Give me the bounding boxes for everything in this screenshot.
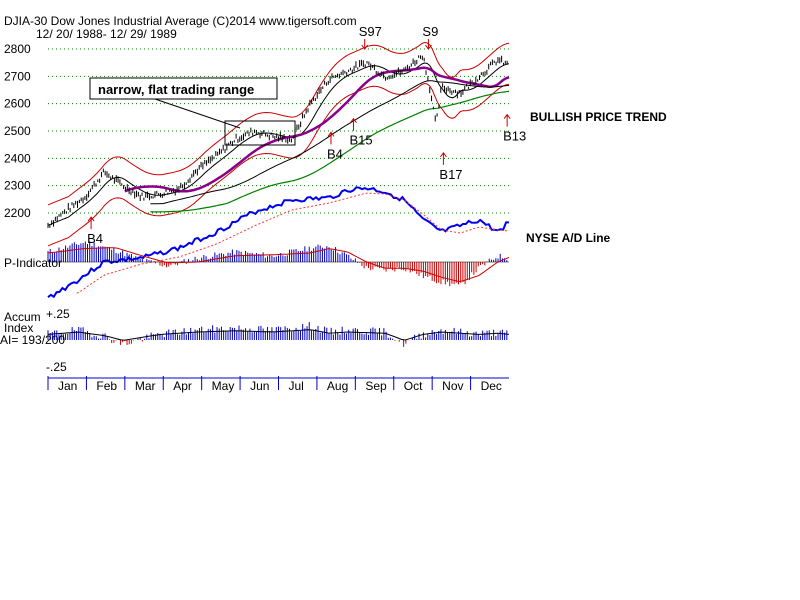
buy-arrow [350, 117, 357, 131]
accum-bottom-label: -.25 [46, 360, 67, 374]
price-curves [47, 41, 510, 247]
buy-signal-label: B4 [87, 231, 103, 246]
accum-top-label: +.25 [46, 307, 70, 321]
p-indicator-label: P-Indicator [4, 256, 62, 270]
buy-signal-label: B17 [439, 167, 462, 182]
y-tick-label: 2300 [4, 179, 31, 193]
buy-arrow [87, 216, 95, 230]
x-tick-label: Jan [58, 379, 77, 393]
gridlines [48, 48, 509, 214]
ai-label: AI= 193/200 [0, 333, 65, 347]
accum-ma [47, 329, 510, 341]
trend-label: BULLISH PRICE TREND [530, 110, 667, 124]
accum-index-panel [47, 322, 510, 347]
sell-arrow [361, 39, 369, 50]
y-tick-label: 2700 [4, 69, 31, 83]
y-tick-label: 2400 [4, 151, 31, 165]
range-box [89, 77, 278, 100]
price-bars [47, 55, 508, 228]
x-tick-label: Apr [173, 379, 192, 393]
x-tick-label: Dec [481, 379, 502, 393]
sell-signal-label: S97 [359, 24, 382, 39]
x-tick-label: Aug [327, 379, 348, 393]
y-tick-label: 2800 [4, 42, 31, 56]
ma-green [150, 90, 510, 213]
chart-title: DJIA-30 Dow Jones Industrial Average (C)… [4, 14, 357, 28]
range-pointer [154, 98, 241, 129]
range-region [224, 120, 296, 146]
buy-signal-label: B13 [503, 129, 526, 144]
ma-purple [124, 66, 510, 193]
buy-arrow [327, 131, 335, 145]
date-range: 12/ 20/ 1988- 12/ 29/ 1989 [36, 27, 177, 41]
x-tick-label: May [212, 379, 235, 393]
range-box-label: narrow, flat trading range [98, 82, 254, 97]
y-tick-label: 2500 [4, 124, 31, 138]
buy-signal-label: B4 [327, 146, 343, 161]
lower-band [47, 82, 510, 247]
ad-line [47, 186, 509, 299]
buy-arrow [440, 152, 447, 165]
x-tick-label: Sep [365, 379, 387, 393]
x-tick-label: Jun [250, 379, 269, 393]
ad-line-ma [76, 192, 510, 294]
p-indicator-panel [47, 241, 510, 287]
x-axis: Jan Feb Mar Apr May Jun Jul Aug Sep Oct Nov Dec [47, 376, 509, 393]
y-tick-label: 2200 [4, 206, 31, 220]
x-tick-label: Jul [289, 379, 304, 393]
ad-line-label: NYSE A/D Line [526, 231, 611, 245]
index-label: Index [4, 321, 33, 335]
x-tick-label: Feb [96, 379, 117, 393]
buy-signal-label: B15 [349, 133, 372, 148]
x-tick-label: Mar [135, 379, 156, 393]
ad-line-panel [47, 186, 510, 299]
upper-band [47, 41, 510, 206]
sell-arrow [425, 39, 432, 50]
x-tick-label: Nov [442, 379, 463, 393]
signal-markers: B4 B4 B15 S97 S9 B17 B13 [87, 24, 526, 246]
accum-label: Accum [4, 310, 41, 324]
ma-long [150, 80, 510, 205]
p-indicator-ma [47, 247, 510, 283]
sell-signal-label: S9 [422, 24, 438, 39]
y-tick-label: 2600 [4, 97, 31, 111]
y-axis-ticks: 2200 2300 2400 2500 2600 2700 2800 [4, 42, 31, 220]
x-tick-label: Oct [404, 379, 423, 393]
buy-arrow [503, 113, 511, 127]
